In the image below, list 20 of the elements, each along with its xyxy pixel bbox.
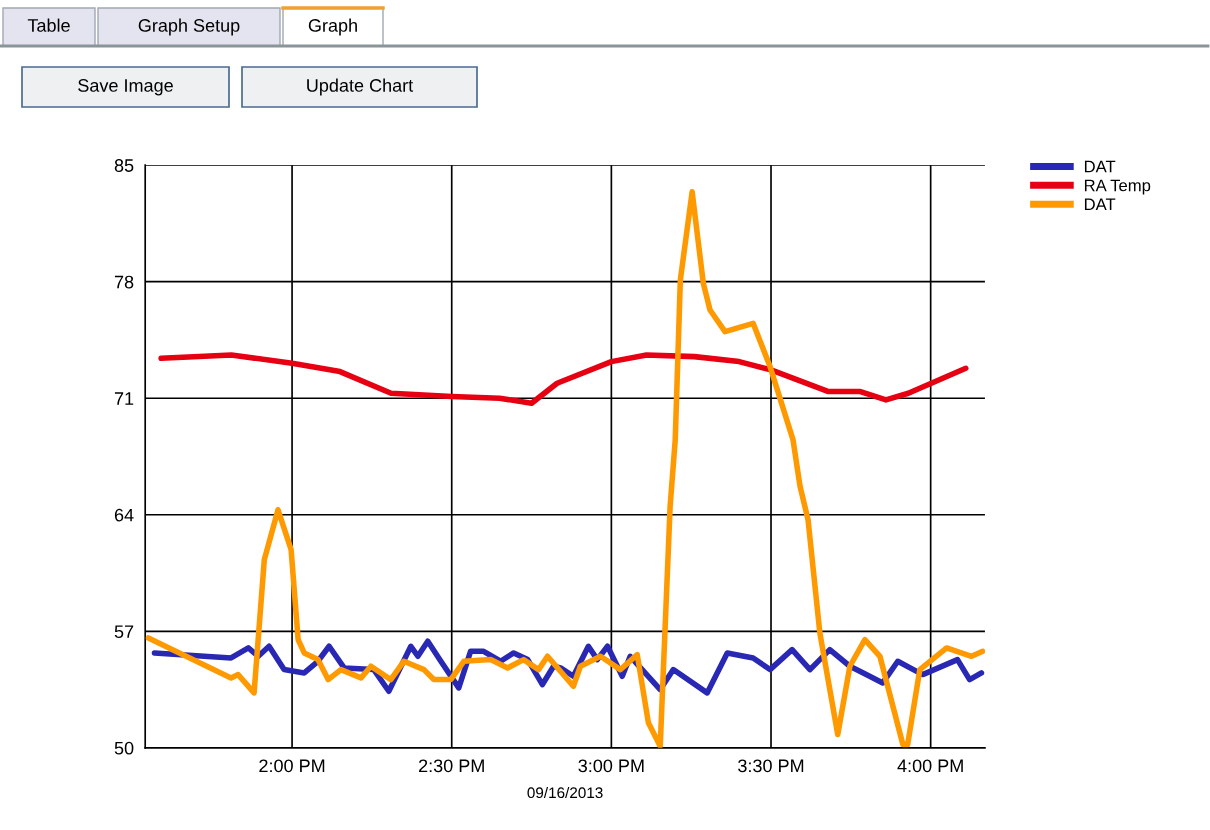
x-tick-label: 4:00 PM bbox=[897, 759, 963, 773]
text: Graph Setup bbox=[138, 18, 240, 36]
text: Table bbox=[27, 18, 70, 32]
y-tick-label: 71 bbox=[114, 392, 134, 405]
y-tick-label: 64 bbox=[114, 508, 134, 522]
x-tick-label: 3:30 PM bbox=[738, 759, 804, 773]
legend-label: DAT bbox=[1084, 160, 1116, 173]
y-tick-label: 50 bbox=[114, 741, 134, 755]
x-tick-label: 3:00 PM bbox=[578, 759, 644, 773]
text: Update Chart bbox=[307, 78, 414, 96]
y-tick-label: 57 bbox=[114, 625, 134, 639]
y-tick-label: 85 bbox=[114, 159, 134, 172]
text: Save Image bbox=[78, 79, 173, 96]
x-tick-label: 2:00 PM bbox=[259, 759, 325, 773]
y-tick-label: 78 bbox=[114, 275, 134, 289]
text: Graph bbox=[308, 18, 357, 36]
x-tick-label: 2:30 PM bbox=[419, 759, 484, 773]
legend-label: RA Temp bbox=[1084, 179, 1151, 195]
legend-label: DAT bbox=[1084, 198, 1116, 210]
x-axis-title: 09/16/2013 bbox=[527, 786, 603, 799]
